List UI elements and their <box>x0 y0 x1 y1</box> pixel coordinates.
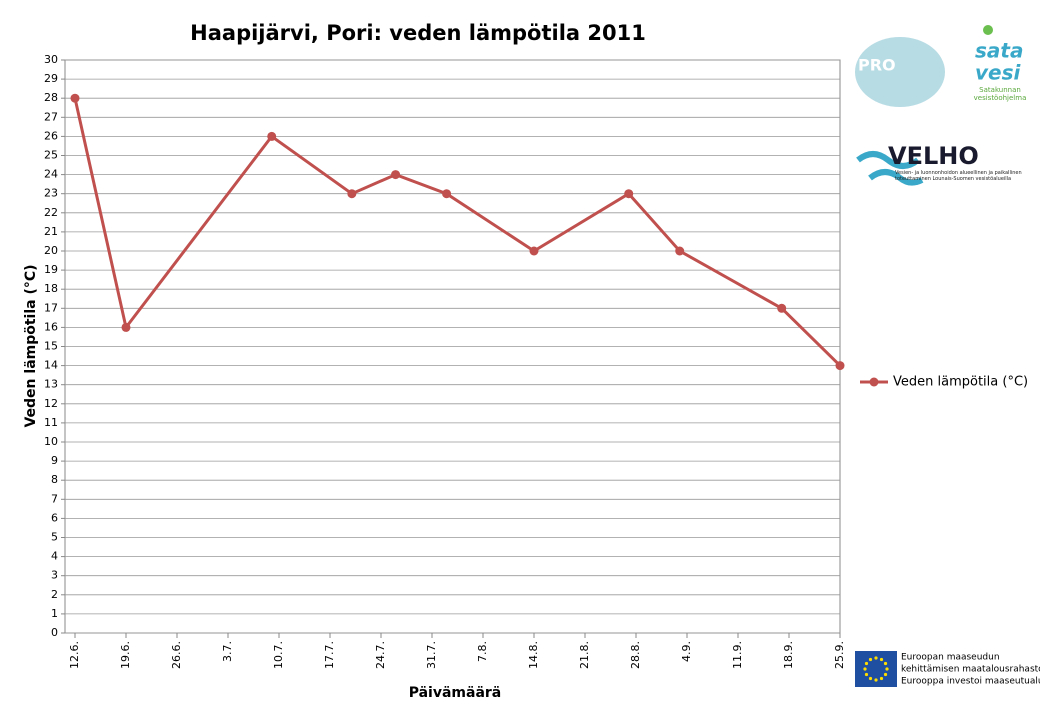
velho-text: VELHO <box>888 142 979 170</box>
y-tick-label: 9 <box>51 454 58 467</box>
y-tick-label: 13 <box>44 378 58 391</box>
point <box>442 189 452 199</box>
y-tick-label: 19 <box>44 263 58 276</box>
eu-star <box>864 672 869 677</box>
x-tick-label: 12.6. <box>68 641 81 669</box>
legend-label: Veden lämpötila (°C) <box>893 375 1028 390</box>
satavesi-dot <box>983 25 993 35</box>
eu-star <box>879 676 884 681</box>
point <box>835 361 845 371</box>
pro-text: PRO <box>858 56 896 75</box>
y-tick-label: 24 <box>44 168 58 181</box>
eu-star <box>883 661 888 666</box>
x-tick-label: 11.9. <box>731 641 744 669</box>
satavesi-text: sata <box>975 39 1023 63</box>
eu-star <box>874 678 878 682</box>
legend-marker <box>869 377 879 387</box>
y-tick-label: 14 <box>44 359 58 372</box>
eu-text: Euroopan maaseudun <box>901 653 1000 663</box>
x-tick-label: 14.8. <box>527 641 540 669</box>
eu-star <box>868 676 873 681</box>
point <box>70 93 80 103</box>
eu-text: kehittämisen maatalousrahasto: <box>901 665 1040 675</box>
y-tick-label: 28 <box>44 91 58 104</box>
velho-waves <box>856 151 924 186</box>
eu-star <box>885 667 889 671</box>
point <box>121 322 131 332</box>
y-tick-label: 26 <box>44 129 58 142</box>
y-tick-label: 30 <box>44 53 58 66</box>
y-tick-label: 20 <box>44 244 58 257</box>
x-tick-label: 24.7. <box>374 641 387 669</box>
x-tick-label: 7.8. <box>476 641 489 662</box>
y-tick-label: 1 <box>51 607 58 620</box>
point <box>624 189 634 199</box>
x-tick-label: 10.7. <box>272 641 285 669</box>
y-tick-label: 15 <box>44 340 58 353</box>
eu-star <box>868 657 873 662</box>
satavesi-sub-text: Satakunnan vesistöohjelma <box>973 86 1027 102</box>
y-tick-label: 17 <box>44 301 58 314</box>
point <box>777 303 787 313</box>
eu-star <box>879 657 884 662</box>
x-tick-label: 4.9. <box>680 641 693 662</box>
y-tick-label: 25 <box>44 149 58 162</box>
eu-text: Eurooppa investoi maaseutualueisiin <box>901 677 1040 687</box>
y-tick-label: 18 <box>44 282 58 295</box>
satavesi-text: vesi <box>975 61 1022 85</box>
y-tick-label: 8 <box>51 473 58 486</box>
y-tick-label: 7 <box>51 492 58 505</box>
y-tick-label: 23 <box>44 187 58 200</box>
eu-star <box>864 661 869 666</box>
y-tick-label: 12 <box>44 397 58 410</box>
y-tick-label: 22 <box>44 206 58 219</box>
y-tick-label: 2 <box>51 588 58 601</box>
point <box>347 189 357 199</box>
x-tick-label: 21.8. <box>578 641 591 669</box>
x-tick-label: 31.7. <box>425 641 438 669</box>
y-tick-label: 27 <box>44 110 58 123</box>
y-tick-label: 6 <box>51 511 58 524</box>
x-tick-label: 19.6. <box>119 641 132 669</box>
y-tick-label: 29 <box>44 72 58 85</box>
satavesi-sub: Satakunnan vesistöohjelma <box>973 86 1027 102</box>
eu-star <box>863 667 867 671</box>
x-tick-label: 17.7. <box>323 641 336 669</box>
point <box>267 131 277 141</box>
y-tick-label: 5 <box>51 531 58 544</box>
y-tick-label: 16 <box>44 320 58 333</box>
pro-logo <box>855 37 945 107</box>
x-tick-label: 26.6. <box>170 641 183 669</box>
eu-stars <box>863 656 889 682</box>
velho-sub: Vesien- ja luonnonhoidon alueellinen ja … <box>895 170 1022 182</box>
point <box>675 246 685 256</box>
logos: PRO sata vesi Satakunnan vesistöohjelma … <box>855 25 1040 687</box>
y-tick-label: 21 <box>44 225 58 238</box>
x-tick-label: 18.9. <box>782 641 795 669</box>
y-axis-label: Veden lämpötila (°C) <box>23 264 39 427</box>
x-axis-label: Päivämäärä <box>409 685 502 701</box>
x-tick-label: 3.7. <box>221 641 234 662</box>
y-tick-label: 11 <box>44 416 58 429</box>
x-tick-label: 25.9. <box>833 641 846 669</box>
eu-star <box>874 656 878 660</box>
y-tick-label: 4 <box>51 550 58 563</box>
y-tick-label: 3 <box>51 569 58 582</box>
point <box>529 246 539 256</box>
point <box>391 170 401 180</box>
y-tick-label: 0 <box>51 626 58 639</box>
eu-star <box>883 672 888 677</box>
y-tick-label: 10 <box>44 435 58 448</box>
chart-title: Haapijärvi, Pori: veden lämpötila 2011 <box>190 21 646 45</box>
x-tick-label: 28.8. <box>629 641 642 669</box>
velho-sub-text: Vesien- ja luonnonhoidon alueellinen ja … <box>895 170 1022 182</box>
